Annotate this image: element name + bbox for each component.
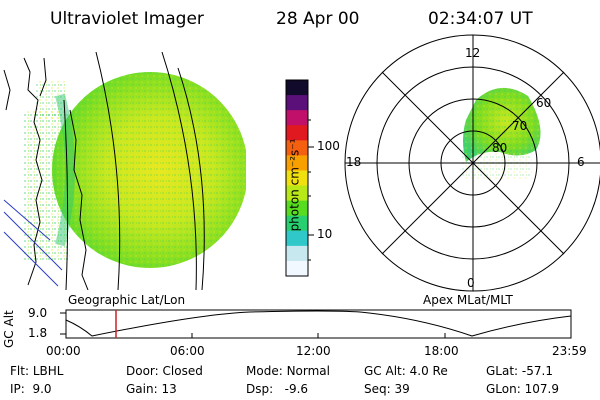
info-mode: Mode: Normal: [246, 364, 330, 378]
mlat-label-70: 70: [512, 119, 528, 133]
colorbar-label: photon cm⁻²s⁻¹: [287, 138, 302, 232]
time-label: 02:34:07 UT: [428, 9, 533, 29]
coastline: [3, 57, 89, 290]
altitude-curve: [65, 310, 572, 337]
mlat-label-60: 60: [536, 96, 552, 110]
altitude-plot: [60, 309, 572, 339]
colorbar-band: [286, 80, 308, 96]
mlat-label-80: 80: [492, 141, 508, 155]
altitude-ytick-1.8: 1.8: [28, 326, 48, 340]
colorbar-band: [286, 170, 308, 187]
colorbar-band: [286, 260, 308, 277]
colorbar-band: [286, 230, 308, 247]
mlt-label-0: 0: [467, 276, 475, 290]
info-glat: GLat: -57.1: [486, 364, 553, 378]
altitude-ylabel: GC Alt: [2, 310, 16, 348]
x-tick-2359: 23:59: [552, 344, 587, 358]
mlt-label-6: 6: [577, 155, 585, 169]
colorbar-band: [286, 155, 308, 172]
polar-panel: [344, 34, 600, 292]
mlt-line-diag2: [381, 71, 565, 255]
colorbar-band: [286, 215, 308, 232]
info-gc-alt: GC Alt: 4.0 Re: [364, 364, 448, 378]
x-tick-1800: 18:00: [424, 344, 459, 358]
mlt-label-18: 18: [346, 155, 362, 169]
colorbar-band: [286, 110, 308, 126]
colorbar-band: [286, 95, 308, 111]
colorbar-tick-100: 100: [317, 139, 340, 153]
colorbar-tick-10: 10: [317, 227, 333, 241]
colorbar-band: [286, 245, 308, 262]
altitude-ytick-9: 9.0: [28, 306, 48, 320]
mlt-label-12: 12: [465, 46, 481, 60]
x-tick-0000: 00:00: [46, 344, 81, 358]
blue-boundary: [3, 199, 63, 287]
info-ip: IP: 9.0: [10, 382, 52, 396]
meridian-lines: [63, 52, 205, 290]
colorbar-band: [286, 140, 308, 156]
polar-caption: Apex MLat/MLT: [423, 293, 513, 307]
geographic-image-panel: [3, 52, 246, 290]
colorbar-band: [286, 125, 308, 141]
colorbar: [285, 79, 314, 277]
info-seq: Seq: 39: [364, 382, 410, 396]
colorbar-band: [286, 200, 308, 217]
x-tick-1200: 12:00: [296, 344, 331, 358]
x-tick-0600: 06:00: [170, 344, 205, 358]
info-gain: Gain: 13: [126, 382, 177, 396]
info-flt: Flt: LBHL: [10, 364, 64, 378]
colorbar-band: [286, 185, 308, 202]
info-door: Door: Closed: [126, 364, 203, 378]
app-title: Ultraviolet Imager: [50, 9, 204, 29]
geographic-caption: Geographic Lat/Lon: [68, 293, 186, 307]
info-dsp: Dsp: -9.6: [246, 382, 309, 396]
info-glon: GLon: 107.9: [486, 382, 559, 396]
date-label: 28 Apr 00: [276, 9, 360, 29]
